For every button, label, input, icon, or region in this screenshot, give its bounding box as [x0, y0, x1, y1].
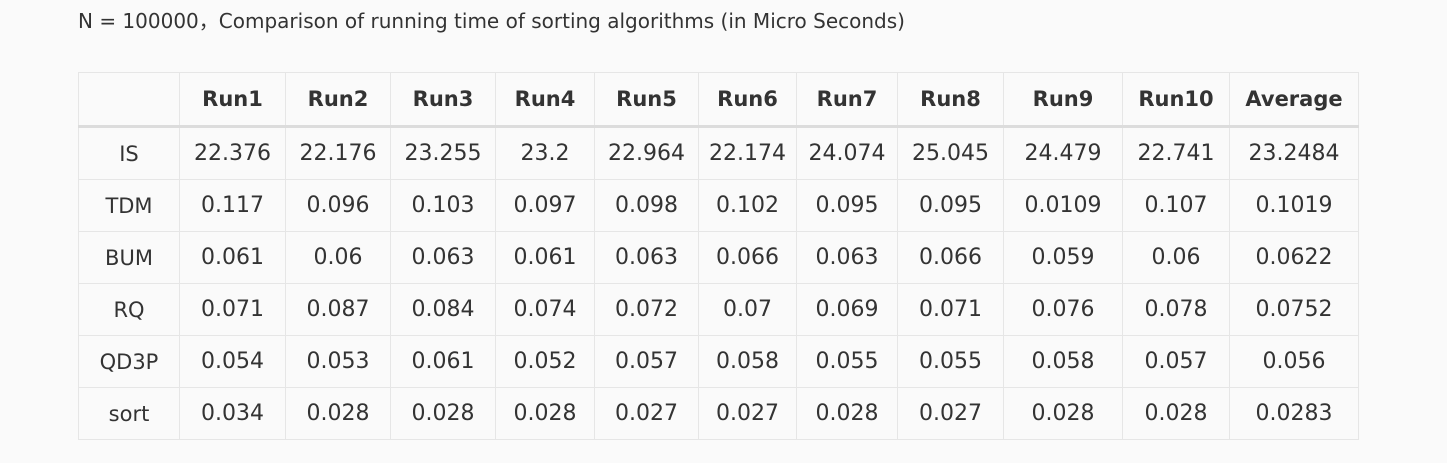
row-label: QD3P	[78, 335, 180, 388]
table-cell: 25.045	[897, 126, 1004, 180]
table-cell: 0.0109	[1003, 179, 1123, 232]
table-cell: 0.061	[390, 335, 496, 388]
row-label: TDM	[78, 179, 180, 232]
table-row-bum: BUM 0.061 0.06 0.063 0.061 0.063 0.066 0…	[78, 231, 1359, 284]
table-cell: 0.095	[897, 179, 1004, 232]
header-cell-run7: Run7	[796, 72, 898, 128]
table-cell: 0.063	[796, 231, 898, 284]
table-cell: 22.174	[698, 126, 797, 180]
table-cell: 0.027	[698, 387, 797, 440]
table-cell: 24.479	[1003, 126, 1123, 180]
table-cell: 0.066	[698, 231, 797, 284]
table-cell: 0.095	[796, 179, 898, 232]
header-cell-corner	[78, 72, 180, 128]
table-cell: 0.076	[1003, 283, 1123, 336]
table-cell: 23.2	[495, 126, 595, 180]
table-cell-average: 0.1019	[1229, 179, 1359, 232]
table-cell: 0.057	[594, 335, 699, 388]
table-cell: 0.028	[1122, 387, 1230, 440]
header-cell-run6: Run6	[698, 72, 797, 128]
table-cell: 0.061	[179, 231, 286, 284]
table-cell: 24.074	[796, 126, 898, 180]
table-row-sort: sort 0.034 0.028 0.028 0.028 0.027 0.027…	[78, 387, 1359, 440]
table-cell: 0.102	[698, 179, 797, 232]
table-cell: 0.078	[1122, 283, 1230, 336]
table-cell: 0.087	[285, 283, 391, 336]
table-cell: 0.028	[796, 387, 898, 440]
table-cell: 0.103	[390, 179, 496, 232]
table-cell: 0.117	[179, 179, 286, 232]
table-cell: 0.027	[897, 387, 1004, 440]
table-row-is: IS 22.376 22.176 23.255 23.2 22.964 22.1…	[78, 126, 1359, 180]
table-cell: 0.052	[495, 335, 595, 388]
table-cell-average: 0.0752	[1229, 283, 1359, 336]
table-cell: 0.074	[495, 283, 595, 336]
table-cell: 0.054	[179, 335, 286, 388]
table-cell: 0.096	[285, 179, 391, 232]
table-cell-average: 23.2484	[1229, 126, 1359, 180]
table-cell: 0.053	[285, 335, 391, 388]
header-cell-run1: Run1	[179, 72, 286, 128]
table-cell: 0.069	[796, 283, 898, 336]
table-cell: 0.028	[390, 387, 496, 440]
table-cell: 0.066	[897, 231, 1004, 284]
table-cell: 0.097	[495, 179, 595, 232]
table-cell: 0.084	[390, 283, 496, 336]
table-cell: 0.071	[897, 283, 1004, 336]
table-cell: 22.964	[594, 126, 699, 180]
table-cell: 22.741	[1122, 126, 1230, 180]
row-label: RQ	[78, 283, 180, 336]
table-cell: 0.059	[1003, 231, 1123, 284]
header-cell-run10: Run10	[1122, 72, 1230, 128]
row-label: IS	[78, 126, 180, 180]
table-row-qd3p: QD3P 0.054 0.053 0.061 0.052 0.057 0.058…	[78, 335, 1359, 388]
table-cell: 0.06	[1122, 231, 1230, 284]
table-cell: 0.028	[495, 387, 595, 440]
table-cell: 0.107	[1122, 179, 1230, 232]
table-cell-average: 0.056	[1229, 335, 1359, 388]
table-caption: N = 100000，Comparison of running time of…	[78, 9, 905, 33]
header-cell-run5: Run5	[594, 72, 699, 128]
table-cell: 23.255	[390, 126, 496, 180]
table-cell: 0.028	[1003, 387, 1123, 440]
table-row-tdm: TDM 0.117 0.096 0.103 0.097 0.098 0.102 …	[78, 179, 1359, 232]
table-cell: 0.063	[594, 231, 699, 284]
table-cell: 0.061	[495, 231, 595, 284]
header-cell-average: Average	[1229, 72, 1359, 128]
table-cell: 22.176	[285, 126, 391, 180]
table-cell: 0.058	[698, 335, 797, 388]
row-label: BUM	[78, 231, 180, 284]
table-cell: 0.063	[390, 231, 496, 284]
table-cell: 0.028	[285, 387, 391, 440]
table-cell: 0.06	[285, 231, 391, 284]
table-cell: 22.376	[179, 126, 286, 180]
table-cell: 0.055	[897, 335, 1004, 388]
table-cell: 0.07	[698, 283, 797, 336]
table-cell: 0.058	[1003, 335, 1123, 388]
table-cell: 0.071	[179, 283, 286, 336]
table-cell: 0.098	[594, 179, 699, 232]
header-cell-run8: Run8	[897, 72, 1004, 128]
table-cell: 0.055	[796, 335, 898, 388]
header-row: Run1 Run2 Run3 Run4 Run5 Run6 Run7 Run8 …	[78, 72, 1359, 128]
table-cell: 0.057	[1122, 335, 1230, 388]
table-cell: 0.027	[594, 387, 699, 440]
sorting-results-table: Run1 Run2 Run3 Run4 Run5 Run6 Run7 Run8 …	[78, 72, 1359, 440]
header-cell-run3: Run3	[390, 72, 496, 128]
table-cell: 0.034	[179, 387, 286, 440]
header-cell-run9: Run9	[1003, 72, 1123, 128]
header-cell-run2: Run2	[285, 72, 391, 128]
table-cell: 0.072	[594, 283, 699, 336]
table-cell-average: 0.0283	[1229, 387, 1359, 440]
table-row-rq: RQ 0.071 0.087 0.084 0.074 0.072 0.07 0.…	[78, 283, 1359, 336]
table-cell-average: 0.0622	[1229, 231, 1359, 284]
row-label: sort	[78, 387, 180, 440]
header-cell-run4: Run4	[495, 72, 595, 128]
